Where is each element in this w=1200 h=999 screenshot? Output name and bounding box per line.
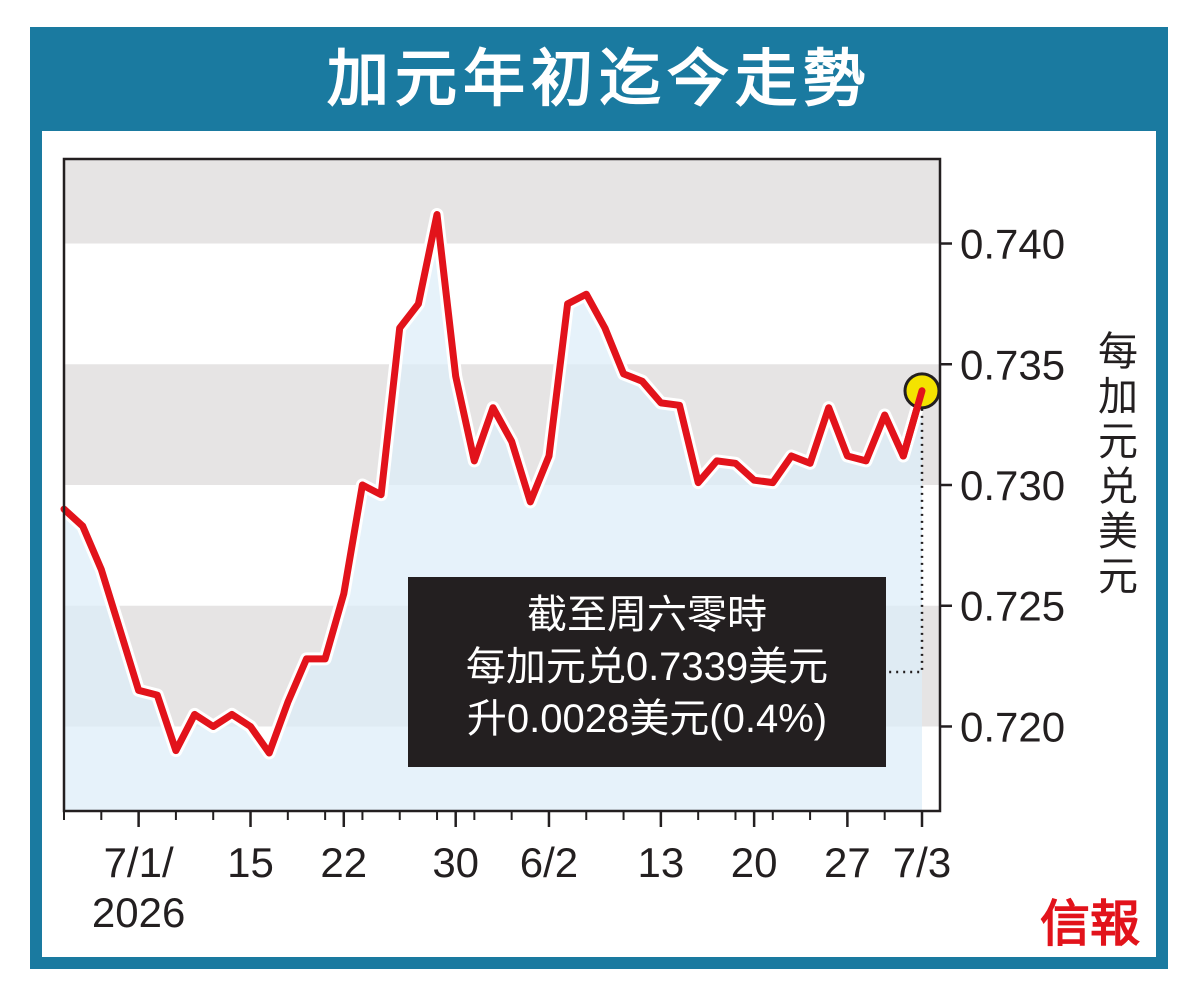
y-tick-label-0: 0.740 [960,221,1065,268]
x-tick-label-8: 7/3 [893,839,951,886]
chart-frame: 加元年初迄今走勢 0.740 0.735 0.730 0.725 0.720 7/1/20… [30,27,1168,969]
y-tick-label-4: 0.720 [960,703,1065,750]
x-tick-label-2: 22 [320,839,367,886]
annotation-line-3: 升0.0028美元(0.4%) [466,697,828,741]
y-tick-label-3: 0.725 [960,583,1065,630]
x-tick-label-4: 6/2 [520,839,578,886]
x-tick-label-1: 15 [227,839,274,886]
chart-svg: 0.740 0.735 0.730 0.725 0.720 7/1/2026 15 22 30 6… [57,157,1065,936]
y-tick-label-2: 0.730 [960,462,1065,509]
brand-logo: 信報 [1040,894,1140,953]
series-line [60,211,926,757]
y-tick-label-1: 0.735 [960,341,1065,388]
grid-band-0 [64,159,940,244]
x-tick-label-3: 30 [432,839,479,886]
chart-panel: 0.740 0.735 0.730 0.725 0.720 7/1/2026 15 22 30 6… [42,131,1156,957]
annotation-box: 截至周六零時 每加元兑0.7339美元 升0.0028美元(0.4%) [408,577,886,767]
y-axis-label: 每加元兑美元 [1098,329,1138,600]
annotation-leader [886,408,924,674]
chart-title: 加元年初迄今走勢 [326,42,871,115]
x-tick-label-5: 13 [638,839,685,886]
annotation-line-2: 每加元兑0.7339美元 [465,645,829,689]
x-tick-label-7: 27 [824,839,871,886]
x-tick-label-6: 20 [731,839,778,886]
x-tick-label-0-0: 7/1/ [104,839,174,886]
annotation-line-1: 截至周六零時 [527,593,767,637]
series-line-tail [899,387,926,460]
x-tick-label-0-1: 2026 [92,889,185,936]
